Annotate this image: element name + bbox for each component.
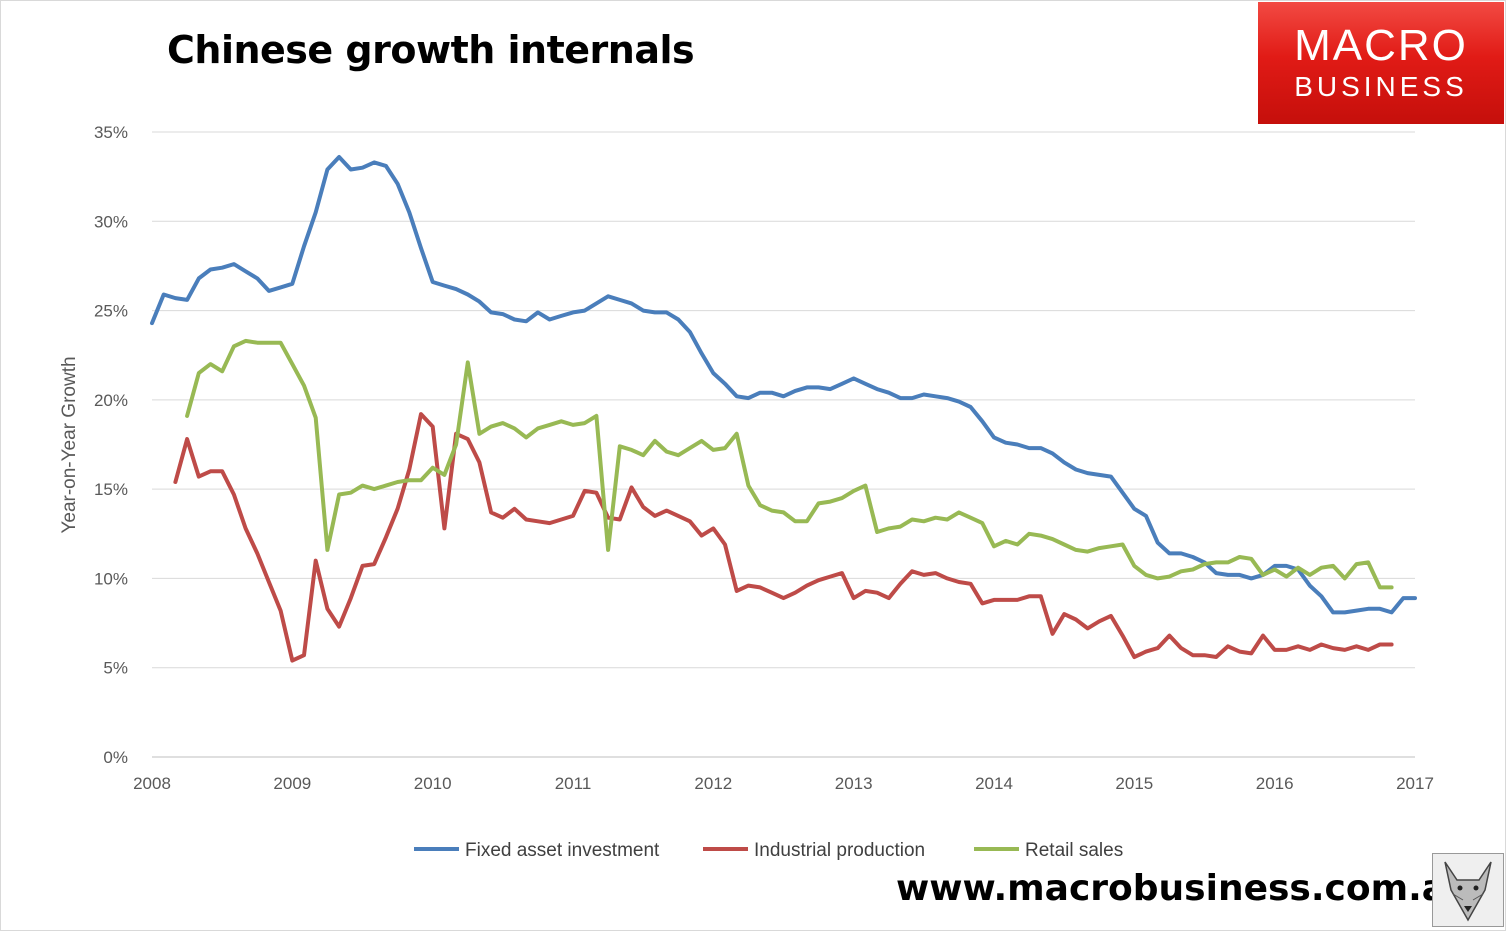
- x-tick-label: 2013: [835, 774, 873, 793]
- y-axis-label: Year-on-Year Growth: [59, 356, 80, 533]
- logo-line-1: MACRO: [1294, 21, 1468, 70]
- logo-line-2: BUSINESS: [1294, 71, 1468, 102]
- macrobusiness-logo: MACRO BUSINESS: [1258, 2, 1504, 124]
- series-line: [173, 412, 1394, 663]
- y-tick-label: 30%: [94, 212, 128, 231]
- legend-label: Retail sales: [1025, 840, 1123, 861]
- y-tick-label: 25%: [94, 302, 128, 321]
- y-tick-label: 15%: [94, 480, 128, 499]
- y-tick-label: 5%: [103, 659, 128, 678]
- series-line: [150, 155, 1417, 615]
- chart-title: Chinese growth internals: [167, 28, 695, 72]
- x-tick-label: 2009: [273, 774, 311, 793]
- y-tick-label: 35%: [94, 123, 128, 142]
- fox-logo: [1432, 853, 1504, 927]
- y-tick-label: 10%: [94, 569, 128, 588]
- grid-lines: [152, 131, 1415, 758]
- x-tick-label: 2015: [1115, 774, 1153, 793]
- legend-label: Industrial production: [754, 840, 925, 861]
- x-tick-label: 2008: [133, 774, 171, 793]
- series-lines: [150, 155, 1417, 663]
- x-tick-label: 2016: [1256, 774, 1294, 793]
- y-tick-label: 0%: [103, 748, 128, 767]
- x-tick-label: 2014: [975, 774, 1013, 793]
- x-tick-label: 2010: [414, 774, 452, 793]
- x-tick-label: 2012: [694, 774, 732, 793]
- x-axis-ticks: 2008 2009 2010 2011 2012 2013 2014 2015 2016 2017: [133, 774, 1434, 793]
- legend: Fixed asset investment Industrial product…: [414, 840, 1123, 861]
- series-line: [185, 338, 1394, 590]
- footer-url: www.macrobusiness.com.au: [896, 868, 1472, 909]
- x-tick-label: 2011: [555, 774, 592, 793]
- y-tick-label: 20%: [94, 391, 128, 410]
- y-axis-ticks: 0% 5% 10% 15% 20% 25% 30% 35%: [94, 123, 128, 767]
- x-tick-label: 2017: [1396, 774, 1434, 793]
- legend-label: Fixed asset investment: [465, 840, 660, 861]
